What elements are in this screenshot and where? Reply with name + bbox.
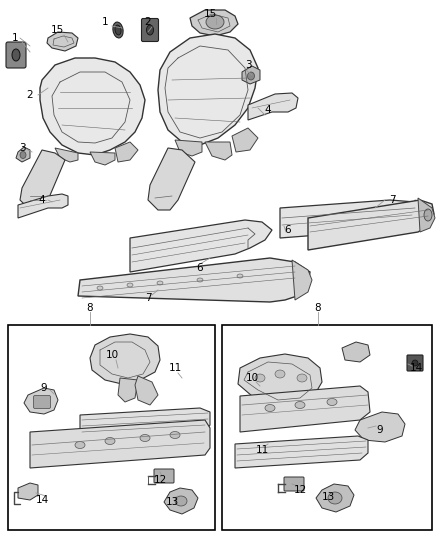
Polygon shape xyxy=(40,58,145,155)
Polygon shape xyxy=(118,378,138,402)
Polygon shape xyxy=(148,148,195,210)
FancyBboxPatch shape xyxy=(33,395,50,408)
Text: 9: 9 xyxy=(377,425,383,435)
Polygon shape xyxy=(235,436,368,468)
Ellipse shape xyxy=(197,278,203,282)
Polygon shape xyxy=(418,198,435,232)
Polygon shape xyxy=(242,66,260,84)
FancyBboxPatch shape xyxy=(407,355,423,371)
Text: 11: 11 xyxy=(168,363,182,373)
Ellipse shape xyxy=(255,374,265,382)
Polygon shape xyxy=(78,258,310,302)
Text: 12: 12 xyxy=(153,475,166,485)
Polygon shape xyxy=(55,148,78,162)
Text: 4: 4 xyxy=(39,195,45,205)
Polygon shape xyxy=(280,200,425,238)
Text: 3: 3 xyxy=(245,60,251,70)
Polygon shape xyxy=(158,34,258,145)
Text: 11: 11 xyxy=(255,445,268,455)
Polygon shape xyxy=(308,200,434,250)
Text: 2: 2 xyxy=(27,90,33,100)
Ellipse shape xyxy=(424,209,432,221)
Text: 8: 8 xyxy=(314,303,321,313)
Text: 10: 10 xyxy=(106,350,119,360)
Ellipse shape xyxy=(412,360,418,366)
Polygon shape xyxy=(240,386,370,432)
Text: 8: 8 xyxy=(87,303,93,313)
Ellipse shape xyxy=(297,374,307,382)
Ellipse shape xyxy=(127,283,133,287)
Text: 4: 4 xyxy=(265,105,271,115)
Ellipse shape xyxy=(140,434,150,441)
Text: 9: 9 xyxy=(41,383,47,393)
Ellipse shape xyxy=(20,151,26,158)
Text: 6: 6 xyxy=(197,263,203,273)
Polygon shape xyxy=(80,408,210,440)
Polygon shape xyxy=(90,334,160,384)
Text: 3: 3 xyxy=(19,143,25,153)
Polygon shape xyxy=(355,412,405,442)
Polygon shape xyxy=(135,376,158,405)
Polygon shape xyxy=(18,194,68,218)
Bar xyxy=(8,325,215,530)
Polygon shape xyxy=(175,140,202,156)
Ellipse shape xyxy=(275,370,285,378)
Text: 13: 13 xyxy=(321,492,335,502)
Ellipse shape xyxy=(12,49,20,61)
Ellipse shape xyxy=(115,25,121,35)
FancyBboxPatch shape xyxy=(6,42,26,68)
Polygon shape xyxy=(18,483,38,500)
Polygon shape xyxy=(232,128,258,152)
Ellipse shape xyxy=(206,15,224,29)
Polygon shape xyxy=(238,354,322,404)
Polygon shape xyxy=(316,484,354,512)
Text: 1: 1 xyxy=(102,17,108,27)
Ellipse shape xyxy=(327,399,337,406)
Ellipse shape xyxy=(75,441,85,448)
Ellipse shape xyxy=(265,405,275,411)
Polygon shape xyxy=(16,147,30,162)
Text: 14: 14 xyxy=(410,363,423,373)
FancyBboxPatch shape xyxy=(284,477,304,491)
FancyBboxPatch shape xyxy=(141,19,159,42)
Polygon shape xyxy=(205,142,232,160)
Text: 15: 15 xyxy=(50,25,64,35)
Polygon shape xyxy=(30,420,210,468)
Polygon shape xyxy=(342,342,370,362)
Ellipse shape xyxy=(170,432,180,439)
Polygon shape xyxy=(115,142,138,162)
Ellipse shape xyxy=(295,401,305,408)
Polygon shape xyxy=(412,200,428,226)
Polygon shape xyxy=(130,220,272,272)
Ellipse shape xyxy=(113,22,123,38)
Text: 6: 6 xyxy=(285,225,291,235)
Polygon shape xyxy=(20,150,65,208)
Text: 10: 10 xyxy=(245,373,258,383)
Ellipse shape xyxy=(157,281,163,285)
Ellipse shape xyxy=(105,438,115,445)
Polygon shape xyxy=(164,488,198,514)
Polygon shape xyxy=(292,260,312,300)
Ellipse shape xyxy=(97,286,103,290)
Polygon shape xyxy=(190,10,238,36)
Polygon shape xyxy=(248,93,298,120)
Polygon shape xyxy=(90,152,115,165)
Text: 14: 14 xyxy=(35,495,49,505)
Text: 2: 2 xyxy=(145,17,151,27)
Text: 15: 15 xyxy=(203,9,217,19)
FancyBboxPatch shape xyxy=(154,469,174,483)
Polygon shape xyxy=(24,388,58,414)
Bar xyxy=(222,325,432,530)
Text: 12: 12 xyxy=(293,485,307,495)
Ellipse shape xyxy=(237,274,243,278)
Ellipse shape xyxy=(247,72,254,80)
Ellipse shape xyxy=(146,25,153,35)
Text: 1: 1 xyxy=(12,33,18,43)
Ellipse shape xyxy=(175,496,187,506)
Polygon shape xyxy=(47,32,78,51)
Text: 7: 7 xyxy=(389,195,396,205)
Text: 13: 13 xyxy=(166,497,179,507)
Text: 7: 7 xyxy=(145,293,151,303)
Ellipse shape xyxy=(328,492,342,504)
